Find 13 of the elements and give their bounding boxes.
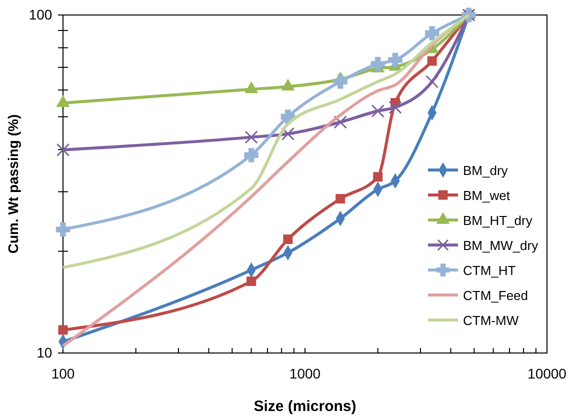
legend-label: BM_HT_dry (463, 213, 533, 228)
x-tick-label: 10000 (528, 365, 567, 382)
x-tick-label: 1000 (289, 365, 321, 382)
x-axis-title: Size (microns) (254, 398, 356, 415)
y-tick-label: 10 (36, 344, 52, 360)
y-axis-title: Cum. Wt passing (%) (5, 114, 21, 254)
x-tick-label: 100 (51, 365, 75, 382)
legend-label: CTM-MW (463, 313, 520, 328)
legend-label: BM_dry (463, 163, 508, 178)
legend-label: BM_MW_dry (463, 238, 539, 253)
legend-label: CTM_Feed (463, 288, 528, 303)
legend-label: BM_wet (463, 188, 510, 203)
legend-label: CTM_HT (463, 263, 516, 278)
